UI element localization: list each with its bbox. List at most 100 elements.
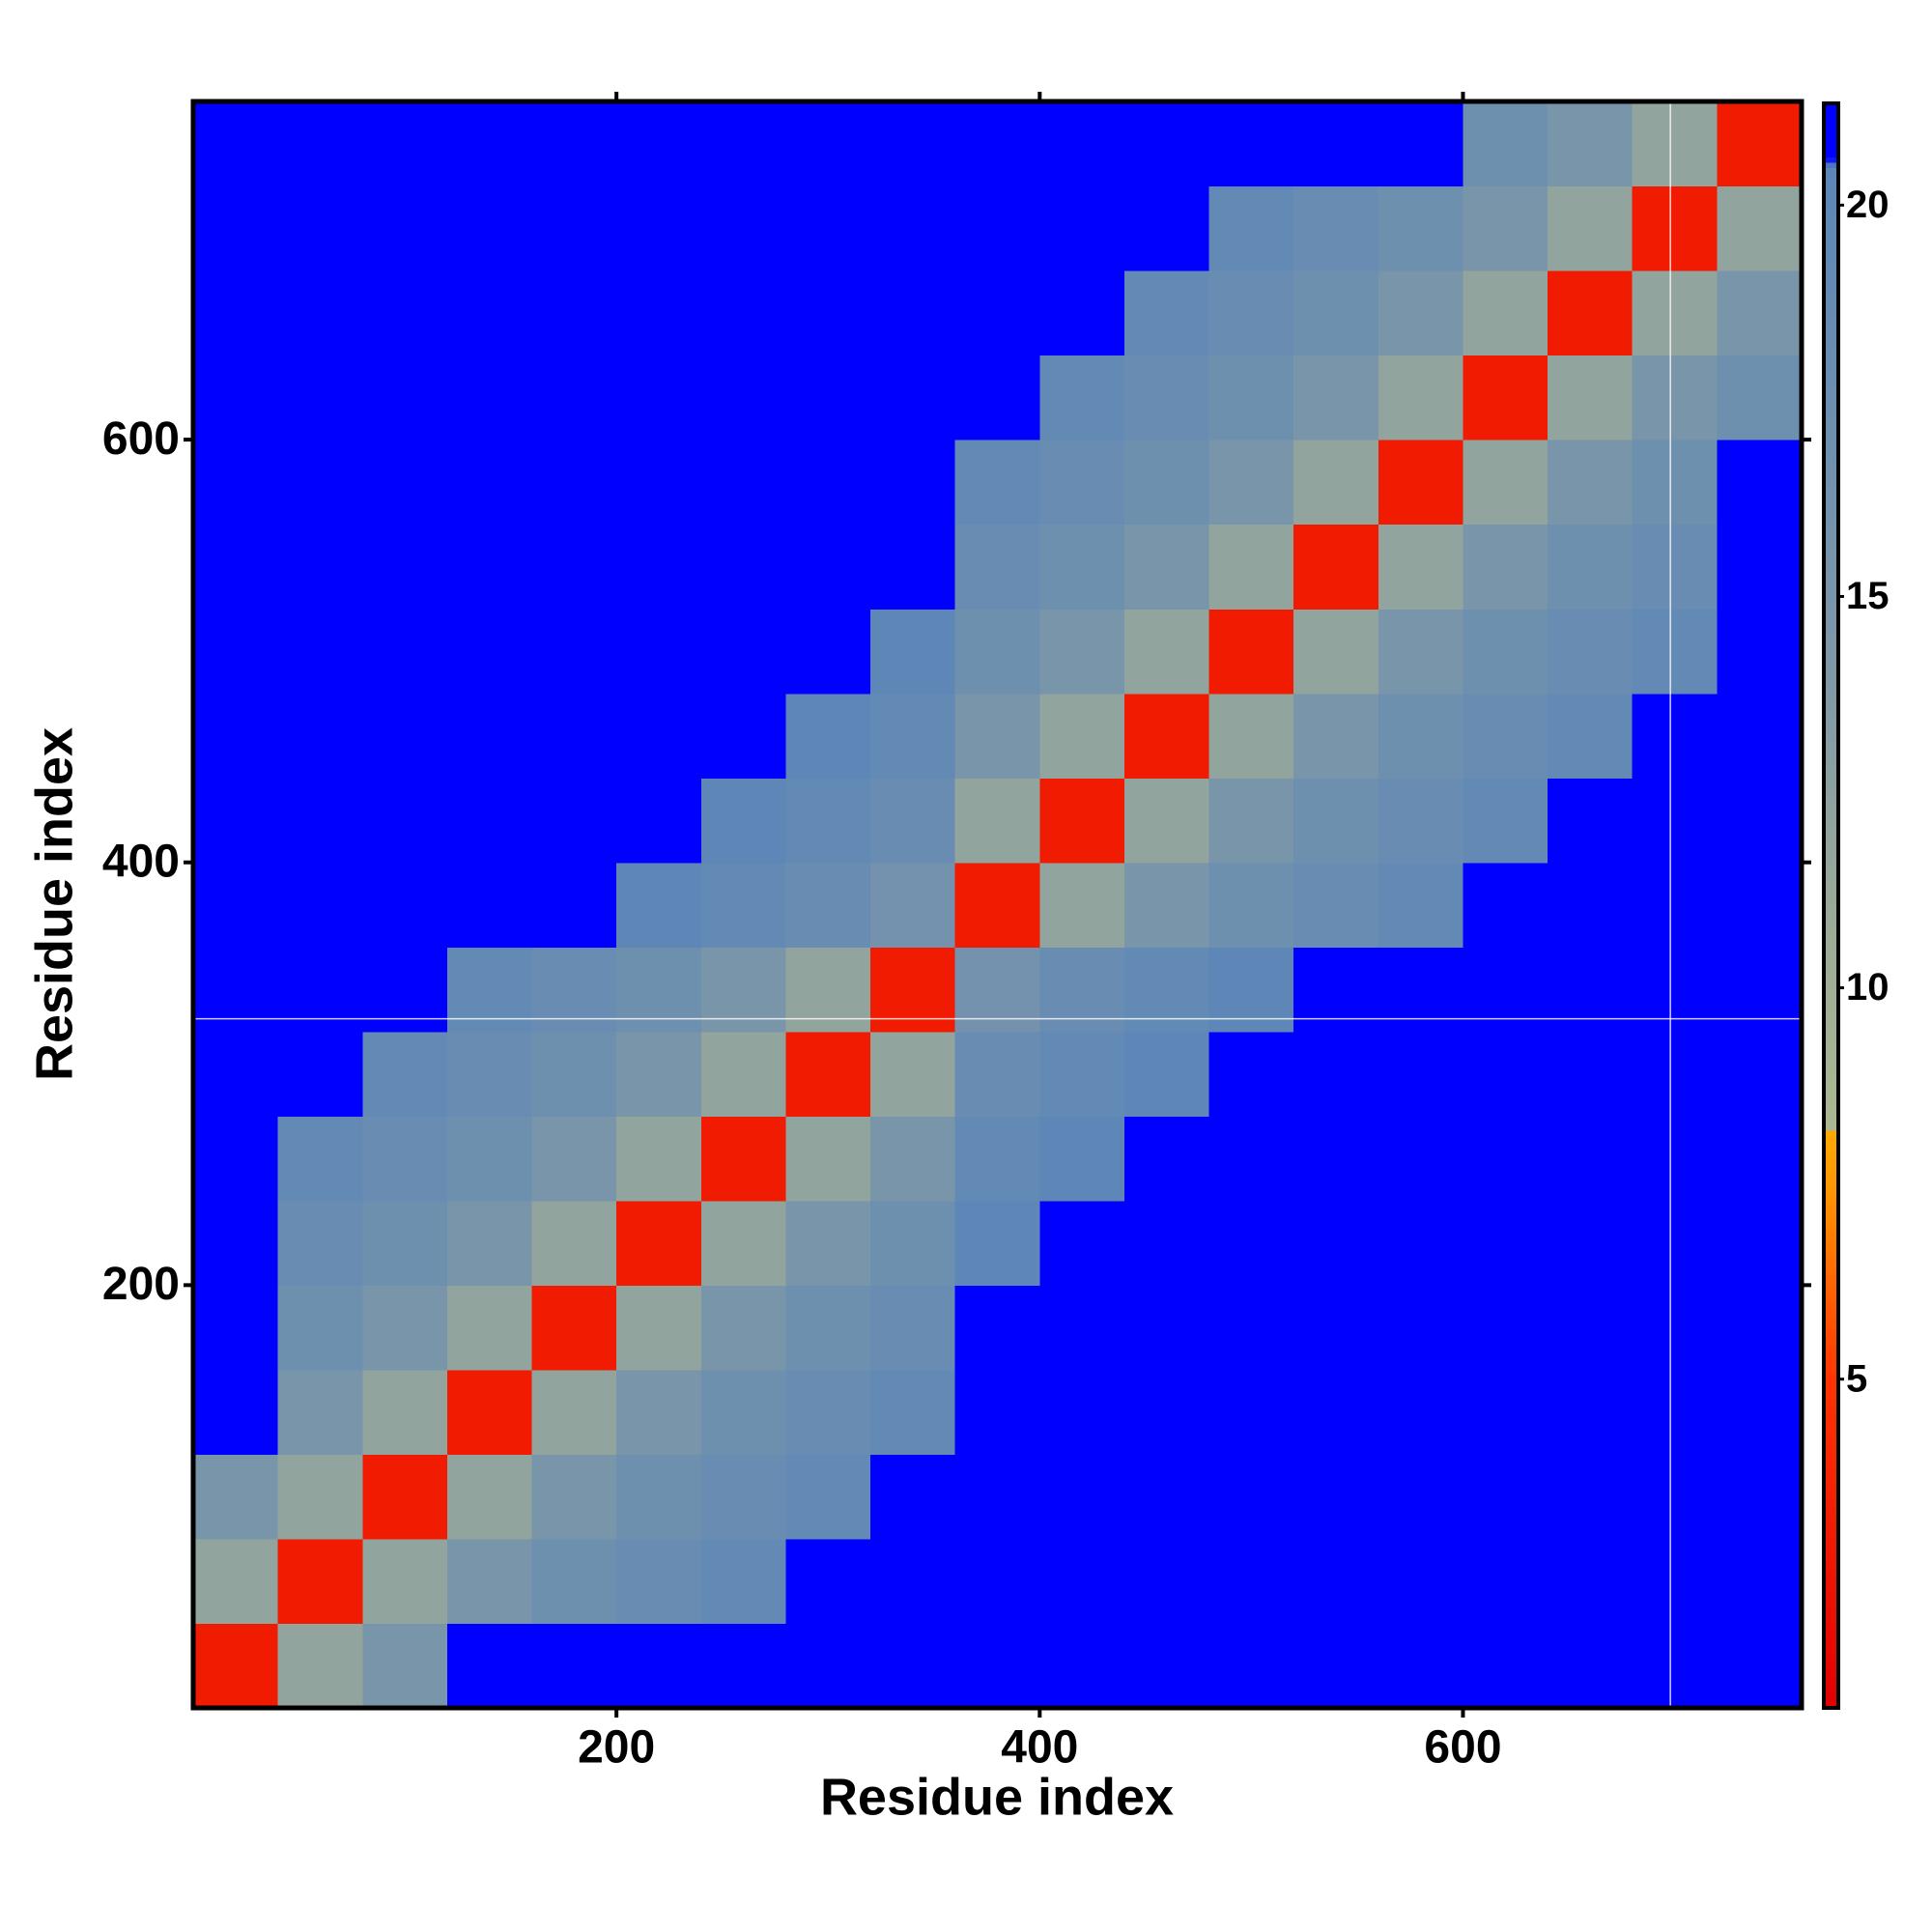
heat-cell xyxy=(1123,101,1210,187)
colorbar-slice xyxy=(1824,188,1838,195)
heat-cell xyxy=(1463,440,1548,526)
colorbar-slice xyxy=(1824,1007,1838,1013)
heat-cell xyxy=(193,355,279,440)
colorbar-slice xyxy=(1824,1312,1838,1319)
heat-cell xyxy=(616,1285,702,1371)
colorbar-slice xyxy=(1824,1178,1838,1185)
colorbar-slice xyxy=(1824,1510,1838,1517)
heat-cell xyxy=(785,947,871,1033)
heat-cell xyxy=(785,185,871,271)
heat-cell xyxy=(1463,1369,1548,1456)
colorbar-slice xyxy=(1824,846,1838,853)
colorbar-slice xyxy=(1824,1301,1838,1308)
colorbar-slice xyxy=(1824,215,1838,222)
colorbar-slice xyxy=(1824,563,1838,570)
colorbar-slice xyxy=(1824,1280,1838,1287)
y-axis-title: Residue index xyxy=(25,727,83,1081)
heat-cell xyxy=(1632,1623,1718,1709)
heat-cell xyxy=(362,270,448,356)
heat-cell xyxy=(870,524,956,610)
colorbar-slice xyxy=(1824,504,1838,511)
colorbar-slice xyxy=(1824,1012,1838,1019)
heat-cell xyxy=(954,1116,1040,1202)
heat-cell xyxy=(446,609,533,695)
heat-cell xyxy=(277,1200,363,1286)
colorbar-slice xyxy=(1824,1563,1838,1570)
colorbar-slice xyxy=(1824,1188,1838,1196)
colorbar-slice xyxy=(1824,1065,1838,1072)
heat-cell xyxy=(1293,355,1379,440)
heat-cell xyxy=(1717,1538,1803,1625)
heat-cell xyxy=(954,1454,1040,1540)
heat-cell xyxy=(1039,947,1125,1033)
colorbar-slice xyxy=(1824,1622,1838,1629)
heat-cell xyxy=(277,101,363,187)
y-tick-label: 600 xyxy=(102,413,180,465)
heat-cell xyxy=(193,778,279,864)
colorbar-slice xyxy=(1824,895,1838,901)
heat-cell xyxy=(1378,778,1464,864)
heat-cell xyxy=(1208,355,1294,440)
colorbar-slice xyxy=(1824,1376,1838,1382)
heat-cell xyxy=(1717,101,1803,187)
colorbar-slice xyxy=(1824,1253,1838,1260)
heat-cell xyxy=(1039,1200,1125,1286)
colorbar-slice xyxy=(1824,943,1838,950)
heat-cell xyxy=(1717,1623,1803,1709)
heat-cell xyxy=(1039,440,1125,526)
heat-cell xyxy=(362,524,448,610)
heat-cell xyxy=(1293,1116,1379,1202)
colorbar-slice xyxy=(1824,1386,1838,1393)
heat-cell xyxy=(277,862,363,948)
heat-cell xyxy=(531,1538,617,1625)
heat-cell xyxy=(1548,185,1634,271)
colorbar-slice xyxy=(1824,477,1838,484)
colorbar-slice xyxy=(1824,916,1838,923)
heat-cell xyxy=(785,1200,871,1286)
colorbar-slice xyxy=(1824,1643,1838,1650)
heat-cell xyxy=(446,1538,533,1625)
colorbar-slice xyxy=(1824,761,1838,768)
heat-cell xyxy=(870,1031,956,1117)
heat-cell xyxy=(785,778,871,864)
heat-cell xyxy=(446,270,533,356)
colorbar-slice xyxy=(1824,210,1838,216)
heat-cell xyxy=(700,440,787,526)
heat-cell xyxy=(700,1031,787,1117)
colorbar-slice xyxy=(1824,253,1838,260)
heat-cell xyxy=(785,355,871,440)
colorbar-slice xyxy=(1824,1670,1838,1677)
heat-cell xyxy=(531,609,617,695)
colorbar-slice xyxy=(1824,1451,1838,1458)
heat-cell xyxy=(193,185,279,271)
colorbar-slice xyxy=(1824,996,1838,1003)
colorbar-slice xyxy=(1824,1049,1838,1057)
colorbar-slice xyxy=(1824,809,1838,815)
heat-cell xyxy=(446,440,533,526)
heat-cell xyxy=(1548,101,1634,187)
colorbar-tick-label: 10 xyxy=(1846,966,1889,1009)
heat-cell xyxy=(1123,1538,1210,1625)
heat-cell xyxy=(1717,1031,1803,1117)
colorbar-slice xyxy=(1824,750,1838,757)
heat-cell xyxy=(1208,270,1294,356)
heat-cell xyxy=(1548,609,1634,695)
colorbar-slice xyxy=(1824,1536,1838,1543)
colorbar-slice xyxy=(1824,1317,1838,1323)
colorbar-slice xyxy=(1824,199,1838,206)
heat-cell xyxy=(616,1116,702,1202)
colorbar-slice xyxy=(1824,1466,1838,1473)
colorbar-slice xyxy=(1824,777,1838,783)
heat-cell xyxy=(870,1369,956,1456)
colorbar-slice xyxy=(1824,1633,1838,1639)
heat-cell xyxy=(1548,355,1634,440)
x-tick-label: 400 xyxy=(1001,1722,1078,1774)
colorbar-slice xyxy=(1824,1247,1838,1254)
colorbar-slice xyxy=(1824,948,1838,954)
heat-cell xyxy=(1463,947,1548,1033)
heat-cell xyxy=(1632,101,1718,187)
heat-cell xyxy=(1632,693,1718,779)
colorbar-slice xyxy=(1824,975,1838,981)
heat-cell xyxy=(1717,440,1803,526)
heat-cell xyxy=(1378,609,1464,695)
